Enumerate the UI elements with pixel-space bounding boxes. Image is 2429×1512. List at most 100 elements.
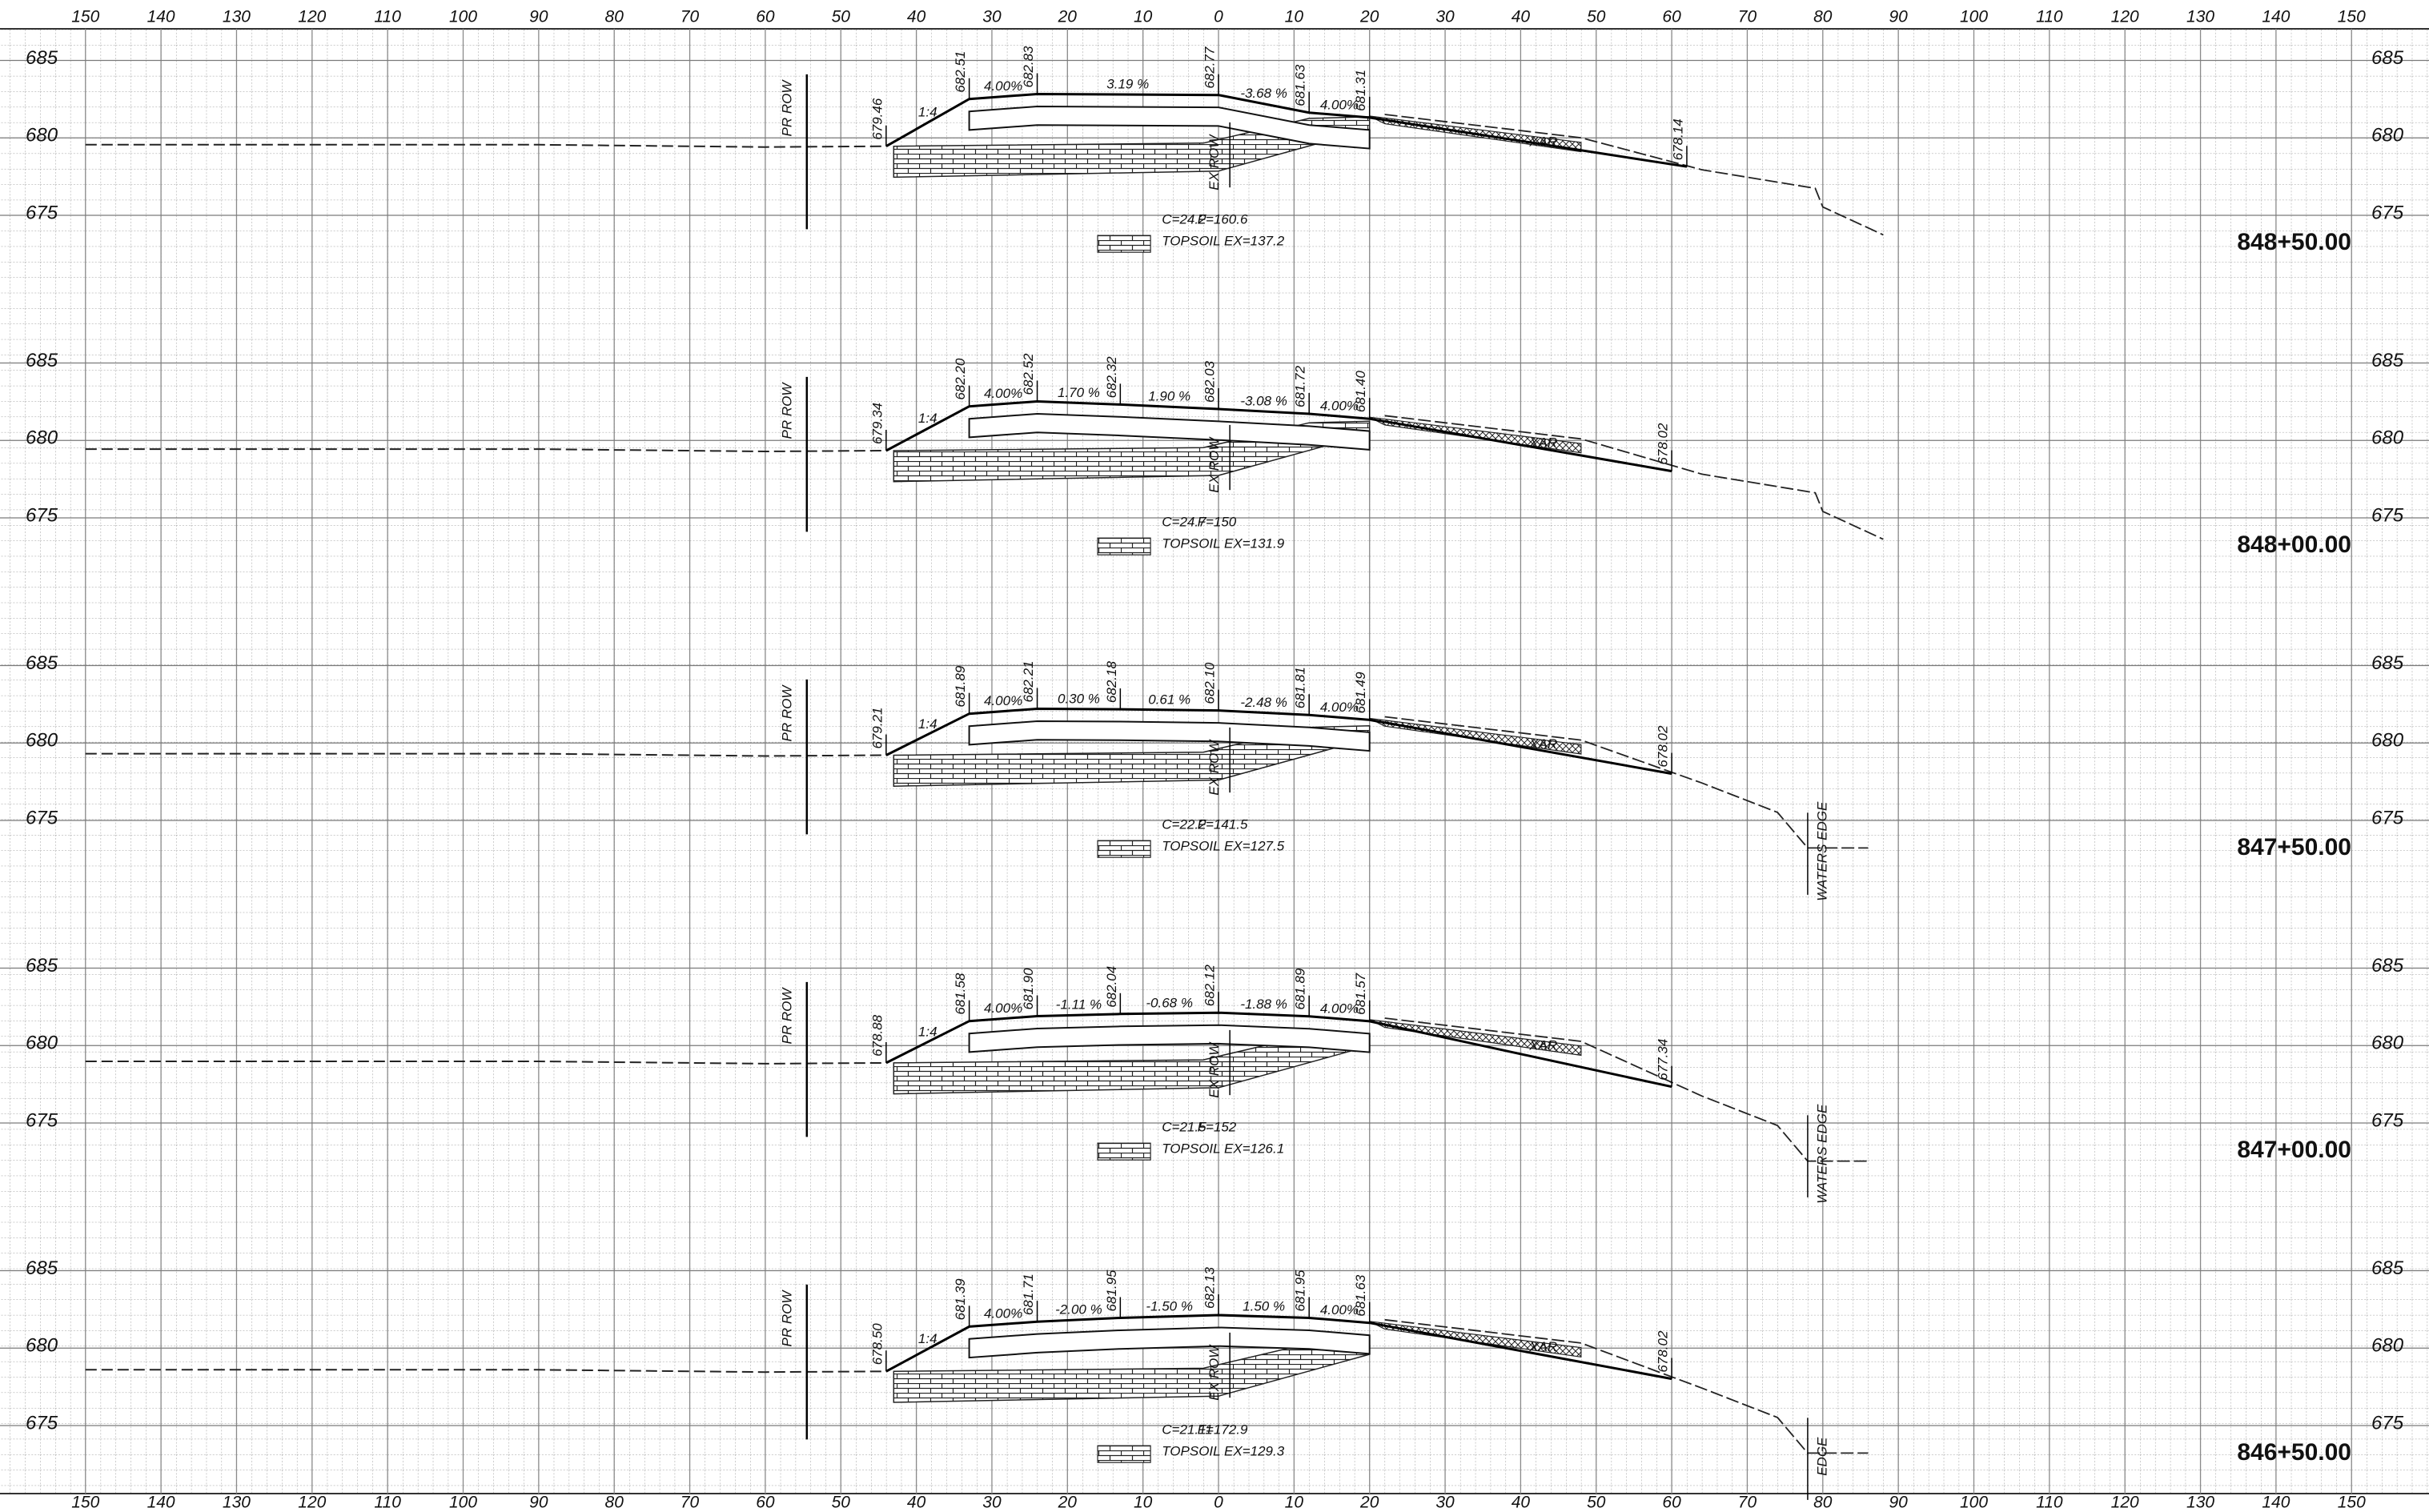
offset-label-bottom: 140	[147, 1494, 175, 1512]
cut-quantity: C=21.5	[1162, 1119, 1206, 1134]
elevation-label-right: 685	[2371, 350, 2404, 371]
existing-ground	[1384, 415, 1884, 540]
slope-label: 4.00%	[984, 78, 1022, 94]
grade-elevation: 681.58	[953, 973, 968, 1015]
elevation-label-right: 680	[2371, 1335, 2404, 1357]
offset-label-bottom: 130	[2186, 1494, 2214, 1512]
cut-quantity: C=24.2	[1162, 211, 1206, 227]
offset-label-bottom: 70	[681, 1494, 700, 1512]
offset-label-bottom: 20	[1359, 1494, 1379, 1512]
grade-elevation: 681.40	[1353, 371, 1368, 413]
grade-elevation: 682.51	[953, 51, 968, 93]
slope-label: -1.50 %	[1146, 1298, 1193, 1313]
grade-elevation: 681.31	[1353, 70, 1368, 111]
fill-area	[1369, 1019, 1582, 1057]
topsoil-area	[893, 420, 1371, 483]
elevation-label-left: 675	[26, 1412, 58, 1434]
material-label: XAR	[1528, 435, 1557, 451]
elevation-label-left: 675	[26, 807, 58, 828]
elevation-label-left: 685	[26, 350, 58, 371]
elevation-label-left: 680	[26, 1335, 58, 1357]
fill-quantity: F=160.6	[1198, 211, 1248, 227]
grade-elevation: 681.63	[1293, 64, 1308, 106]
grade-elevation: 682.18	[1104, 661, 1119, 704]
offset-label-top: 150	[2338, 8, 2366, 26]
grade-elevation: 682.52	[1021, 353, 1036, 395]
slope-label: 3.19 %	[1106, 77, 1149, 92]
slope-label: 4.00%	[1320, 1001, 1359, 1016]
grade-elevation: 681.81	[1293, 667, 1308, 708]
offset-label-bottom: 80	[1813, 1494, 1833, 1512]
slope-label: 1:4	[918, 716, 937, 732]
elevation-label-left: 675	[26, 202, 58, 223]
fill-area	[1369, 1321, 1582, 1358]
slope-label: 4.00%	[1320, 97, 1359, 112]
offset-label-top: 110	[374, 8, 401, 26]
elevation-label-left: 680	[26, 427, 58, 449]
offset-label-bottom: 120	[298, 1494, 326, 1512]
topsoil-area	[893, 116, 1371, 178]
slope-label: 1.70 %	[1058, 385, 1100, 400]
waters-edge-label: WATERS EDGE	[1814, 1104, 1829, 1204]
grade-elevation: 681.57	[1353, 973, 1368, 1015]
grade-elevation: 681.89	[953, 665, 968, 708]
offset-label-top: 90	[1889, 8, 1908, 26]
pavement	[968, 1326, 1371, 1359]
elevation-label-right: 685	[2371, 652, 2404, 674]
offset-label-bottom: 100	[449, 1494, 477, 1512]
elevation-label-left: 680	[26, 125, 58, 146]
offset-label-bottom: 50	[1587, 1494, 1606, 1512]
elevation-label-right: 675	[2371, 1412, 2404, 1434]
offset-label-top: 40	[1512, 8, 1531, 26]
elevation-label-right: 685	[2371, 1257, 2404, 1279]
offset-label-bottom: 10	[1134, 1494, 1153, 1512]
grade-elevation: 682.83	[1021, 46, 1036, 88]
slope-label: 0.61 %	[1148, 692, 1190, 707]
elevation-label-left: 685	[26, 955, 58, 977]
grade-elevation: 682.32	[1104, 356, 1119, 399]
offset-label-bottom: 30	[982, 1494, 1002, 1512]
grade-elevation: 681.95	[1293, 1269, 1308, 1312]
fill-area	[1369, 717, 1582, 755]
slope-label: 4.00%	[984, 386, 1022, 401]
grade-elevation: 681.71	[1021, 1273, 1036, 1315]
grade-elevation: 681.63	[1353, 1274, 1368, 1317]
offset-label-top: 110	[2036, 8, 2063, 26]
offset-label-top: 10	[1134, 8, 1153, 26]
grade-elevation: 682.04	[1104, 966, 1119, 1008]
topsoil-legend	[1097, 840, 1151, 858]
station-label: 848+50.00	[2237, 229, 2351, 255]
finished-grade	[885, 1011, 1672, 1089]
slope-label: 4.00%	[1320, 399, 1359, 414]
existing-ground	[85, 448, 886, 453]
station-label: 847+50.00	[2237, 834, 2351, 860]
grade-elevation: 679.34	[869, 403, 885, 444]
slope-label: 1.50 %	[1243, 1298, 1285, 1313]
topsoil-legend	[1097, 537, 1151, 555]
slope-label: -3.68 %	[1240, 86, 1287, 101]
elevation-label-left: 680	[26, 730, 58, 752]
elevation-label-right: 675	[2371, 504, 2404, 526]
offset-label-bottom: 90	[1889, 1494, 1908, 1512]
pavement	[968, 105, 1371, 150]
existing-ground	[1384, 716, 1869, 849]
fill-quantity: F=172.9	[1198, 1422, 1248, 1437]
existing-ground	[1384, 114, 1884, 236]
offset-label-top: 80	[605, 8, 624, 26]
elevation-label-left: 685	[26, 1257, 58, 1279]
offset-label-top: 30	[1435, 8, 1455, 26]
elevation-label-right: 680	[2371, 730, 2404, 752]
material-label: XAR	[1528, 1037, 1557, 1053]
pavement	[968, 412, 1371, 451]
grade-elevation: 682.21	[1021, 660, 1036, 702]
grade-elevation: 682.12	[1202, 965, 1217, 1007]
offset-label-top: 100	[449, 8, 477, 26]
offset-label-bottom: 150	[71, 1494, 99, 1512]
slope-label: 1:4	[918, 1331, 937, 1346]
offset-label-bottom: 30	[1435, 1494, 1455, 1512]
offset-label-bottom: 0	[1214, 1494, 1223, 1512]
grade-elevation: 677.34	[1656, 1039, 1671, 1081]
offset-label-top: 50	[832, 8, 851, 26]
offset-label-bottom: 60	[756, 1494, 775, 1512]
